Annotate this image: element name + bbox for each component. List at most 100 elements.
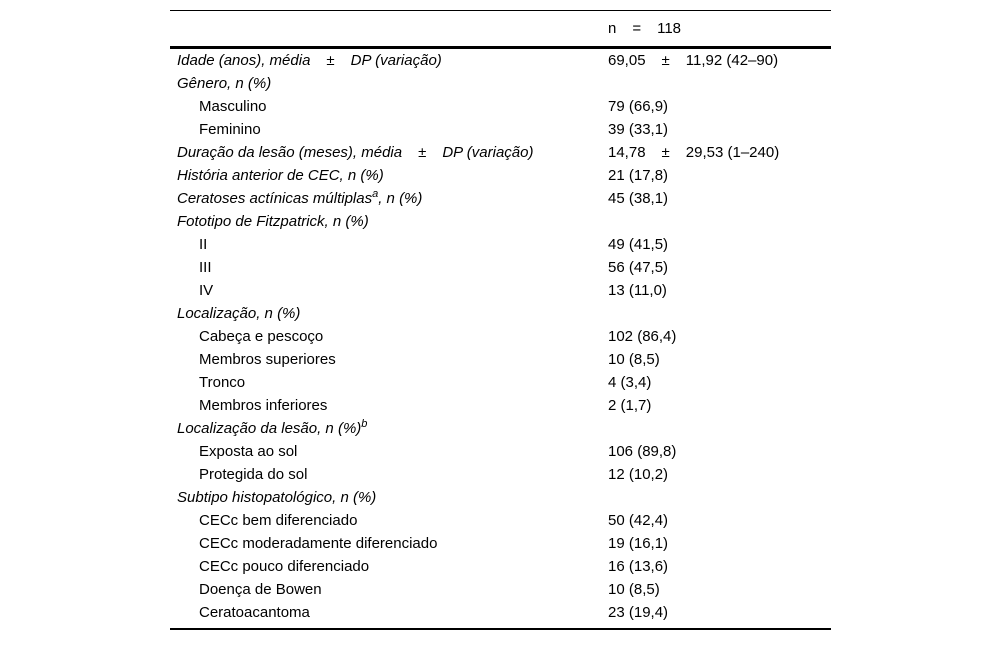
row-label-tail: DP (variação) [442,144,534,161]
row-label-text: Duração da lesão (meses), média [177,144,403,161]
row-label-text: Doença de Bowen [199,581,322,598]
row-label-text: Ceratoses actínicas múltiplas [177,190,373,207]
row-value: 39 (33,1) [608,118,831,141]
table-row: CECc moderadamente diferenciado 19 (16,1) [170,532,831,555]
table-row: CECc bem diferenciado 50 (42,4) [170,509,831,532]
row-value [608,210,831,233]
row-value [608,72,831,95]
row-value-text: 102 (86,4) [608,328,677,345]
row-label: Fototipo de Fitzpatrick, n (%) [170,210,608,233]
row-value-text: 21 (17,8) [608,167,669,184]
equals-symbol: = [632,20,642,37]
table-row: Doença de Bowen 10 (8,5) [170,578,831,601]
row-value: 10 (8,5) [608,348,831,371]
row-value-text: 10 (8,5) [608,351,660,368]
row-label: Duração da lesão (meses), média ± DP (vari… [170,141,608,164]
row-value: 79 (66,9) [608,95,831,118]
plus-minus-symbol: ± [661,52,670,69]
row-label-text: IV [199,282,214,299]
row-value: 49 (41,5) [608,233,831,256]
row-value-text: 56 (47,5) [608,259,669,276]
table-row: História anterior de CEC, n (%) 21 (17,8) [170,164,831,187]
row-value-text: 4 (3,4) [608,374,652,391]
row-value: 23 (19,4) [608,601,831,624]
table-row: Feminino 39 (33,1) [170,118,831,141]
row-label: III [170,256,608,279]
row-label-text: Ceratoacantoma [199,604,310,621]
plus-minus-symbol: ± [418,144,427,161]
table-top-rule [170,10,831,11]
row-label-text: Tronco [199,374,246,391]
row-label-text: Localização da lesão, n (%) [177,420,362,437]
row-label: Gênero, n (%) [170,72,608,95]
row-label: Doença de Bowen [170,578,608,601]
row-value-text: 13 (11,0) [608,282,667,299]
row-label: Protegida do sol [170,463,608,486]
row-label: Tronco [170,371,608,394]
row-label: IV [170,279,608,302]
row-value [608,486,831,509]
row-label-text: Fototipo de Fitzpatrick, n (%) [177,213,369,230]
table-header-row: n = 118 [170,11,831,46]
row-label: Membros superiores [170,348,608,371]
row-label-text: II [199,236,208,253]
row-label: CECc bem diferenciado [170,509,608,532]
row-value-text: 12 (10,2) [608,466,669,483]
table-row: Subtipo histopatológico, n (%) [170,486,831,509]
row-label: História anterior de CEC, n (%) [170,164,608,187]
row-value [608,302,831,325]
footnote-marker: b [361,418,368,430]
row-label: Idade (anos), média ± DP (variação) [170,49,608,72]
row-value: 10 (8,5) [608,578,831,601]
row-value: 56 (47,5) [608,256,831,279]
row-value-text: 16 (13,6) [608,558,669,575]
row-value: 69,05 ±11,92 (42–90) [608,49,831,72]
table-row: Duração da lesão (meses), média ± DP (vari… [170,141,831,164]
row-label-tail: DP (variação) [350,52,442,69]
row-label: II [170,233,608,256]
row-label-text: Membros superiores [199,351,336,368]
row-value: 2 (1,7) [608,394,831,417]
table-row: Ceratoacantoma 23 (19,4) [170,601,831,624]
row-label-text: Subtipo histopatológico, n (%) [177,489,377,506]
row-label: Cabeça e pescoço [170,325,608,348]
row-value-text: 10 (8,5) [608,581,660,598]
row-value-text: 106 (89,8) [608,443,677,460]
row-label-text: Membros inferiores [199,397,328,414]
row-label-text: Feminino [199,121,261,138]
table-row: Gênero, n (%) [170,72,831,95]
table-row: Localização, n (%) [170,302,831,325]
table-row: Localização da lesão, n (%)b [170,417,831,440]
row-value-text: 50 (42,4) [608,512,669,529]
row-label-text: Protegida do sol [199,466,308,483]
row-label-text: CECc bem diferenciado [199,512,358,529]
row-value-text: 14,78 [608,144,646,161]
row-value-text: 23 (19,4) [608,604,669,621]
row-label-text: CECc pouco diferenciado [199,558,370,575]
table-row: Exposta ao sol 106 (89,8) [170,440,831,463]
row-label: CECc moderadamente diferenciado [170,532,608,555]
row-label: Exposta ao sol [170,440,608,463]
row-value-text: 69,05 [608,52,646,69]
row-value: 19 (16,1) [608,532,831,555]
row-value: 50 (42,4) [608,509,831,532]
table-row: III 56 (47,5) [170,256,831,279]
row-value-text: 49 (41,5) [608,236,669,253]
table-row: Cabeça e pescoço 102 (86,4) [170,325,831,348]
row-label-text: Masculino [199,98,267,115]
table-row: CECc pouco diferenciado 16 (13,6) [170,555,831,578]
row-label: CECc pouco diferenciado [170,555,608,578]
table-row: Idade (anos), média ± DP (variação) 69,05 ±1… [170,49,831,72]
table-row: Fototipo de Fitzpatrick, n (%) [170,210,831,233]
header-n-part: n [608,20,617,37]
table-row: IV 13 (11,0) [170,279,831,302]
header-n-part: 118 [657,20,682,37]
table-row: Ceratoses actínicas múltiplasa, n (%) 45 … [170,187,831,210]
row-label-text: História anterior de CEC, n (%) [177,167,384,184]
row-label-after: , n (%) [378,190,423,207]
row-value-tail: 29,53 (1–240) [685,144,780,161]
row-value: 16 (13,6) [608,555,831,578]
row-label: Localização da lesão, n (%)b [170,417,608,440]
plus-minus-symbol: ± [661,144,670,161]
table-row: II 49 (41,5) [170,233,831,256]
